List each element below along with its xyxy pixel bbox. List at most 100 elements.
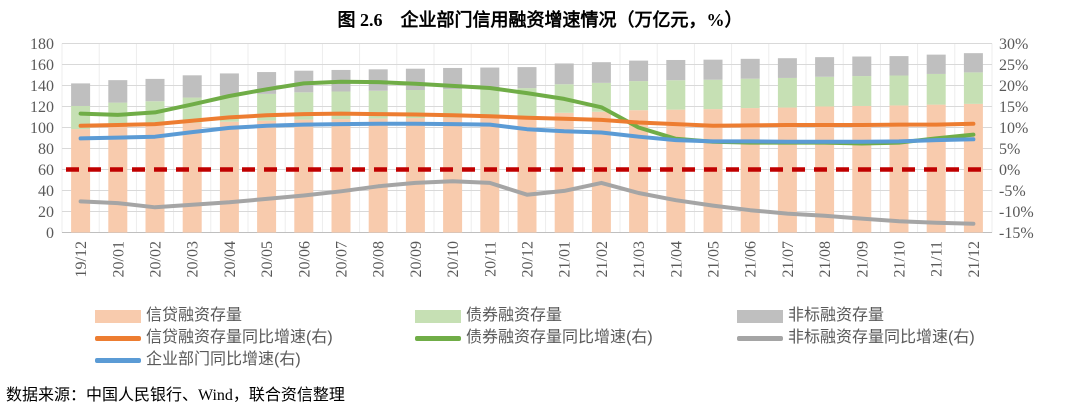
bar-segment bbox=[219, 73, 239, 96]
bar-segment bbox=[777, 58, 797, 78]
legend-label: 企业部门同比增速(右) bbox=[146, 351, 301, 368]
x-axis-tick: 21/01 bbox=[557, 241, 574, 277]
x-axis-tick: 20/12 bbox=[520, 241, 537, 277]
x-axis-tick: 21/05 bbox=[706, 241, 723, 277]
legend-item: 企业部门同比增速(右) bbox=[95, 349, 333, 371]
bars-nonstandard bbox=[71, 53, 983, 106]
x-axis-tick: 21/02 bbox=[594, 241, 611, 277]
x-axis-tick: 20/05 bbox=[259, 241, 276, 277]
bar-segment bbox=[889, 56, 909, 76]
bar-segment bbox=[368, 90, 388, 119]
vertical-gridlines bbox=[61, 43, 993, 233]
line-corporate-growth bbox=[78, 121, 976, 144]
x-axis-tick: 21/06 bbox=[743, 241, 760, 277]
bar-segment bbox=[517, 116, 537, 233]
bar-segment bbox=[852, 76, 872, 106]
bar-segment bbox=[71, 83, 91, 106]
bar-segment bbox=[71, 105, 91, 130]
right-axis-tick: 15% bbox=[999, 99, 1028, 116]
bar-segment bbox=[666, 59, 686, 81]
legend-line-swatch bbox=[95, 357, 141, 363]
bar-segment bbox=[926, 73, 946, 105]
bar-segment bbox=[182, 122, 202, 233]
right-axis-tick: 5% bbox=[999, 141, 1020, 158]
bar-segment bbox=[368, 69, 388, 91]
bar-segment bbox=[889, 105, 909, 233]
right-axis-tick: -15% bbox=[999, 225, 1034, 242]
line-nonstandard-growth bbox=[78, 179, 976, 226]
bar-segment bbox=[777, 107, 797, 233]
x-axis-tick: 21/12 bbox=[966, 241, 983, 277]
x-axis-tick: 21/04 bbox=[668, 241, 685, 277]
left-axis-tick: 160 bbox=[30, 57, 54, 74]
bar-segment bbox=[405, 90, 425, 119]
x-axis-tick: 20/06 bbox=[296, 241, 313, 277]
chart-title: 图 2.6 企业部门信用融资增速情况（万亿元，%） bbox=[337, 10, 743, 30]
x-axis-tick: 19/12 bbox=[73, 241, 90, 277]
left-axis-tick: 100 bbox=[30, 120, 54, 137]
left-axis-tick: 180 bbox=[30, 36, 54, 53]
legend-line-swatch bbox=[95, 335, 141, 341]
legend-label: 信贷融资存量同比增速(右) bbox=[146, 329, 333, 346]
x-axis-tick: 21/03 bbox=[631, 241, 648, 277]
x-axis-tick: 20/08 bbox=[371, 241, 388, 277]
bar-segment bbox=[963, 72, 983, 104]
data-source-note: 数据来源：中国人民银行、Wind，联合资信整理 bbox=[6, 387, 345, 404]
legend-item: 非标融资存量 bbox=[737, 305, 975, 327]
left-axis-tick: 60 bbox=[38, 162, 54, 179]
legend-label: 债券融资存量同比增速(右) bbox=[466, 329, 653, 346]
legend-item: 信贷融资存量 bbox=[95, 305, 333, 327]
bar-segment bbox=[257, 120, 277, 233]
legend-item: 债券融资存量同比增速(右) bbox=[415, 327, 653, 349]
bar-segment bbox=[963, 53, 983, 73]
legend-column: 债券融资存量债券融资存量同比增速(右) bbox=[415, 305, 653, 349]
x-axis-tick: 21/11 bbox=[929, 241, 946, 277]
x-axis-tick: 21/08 bbox=[817, 241, 834, 277]
x-axis-labels: 19/12 20/01 20/02 20/03 20/04 20/05 20/06 20/07… bbox=[73, 241, 983, 277]
bars-credit bbox=[71, 103, 983, 233]
bar-segment bbox=[591, 111, 611, 233]
bar-segment bbox=[480, 67, 500, 89]
x-axis-tick: 20/01 bbox=[110, 241, 127, 277]
x-axis-tick: 20/11 bbox=[482, 241, 499, 277]
bar-segment bbox=[517, 67, 537, 89]
bar-segment bbox=[145, 125, 165, 233]
right-axis-tick: 20% bbox=[999, 78, 1028, 95]
left-axis-tick: 140 bbox=[30, 78, 54, 95]
bar-segment bbox=[294, 119, 314, 233]
bar-segment bbox=[703, 59, 723, 80]
bar-segment bbox=[480, 117, 500, 233]
left-axis-tick: 20 bbox=[38, 204, 54, 221]
legend-column: 信贷融资存量信贷融资存量同比增速(右) 企业部门同比增速(右) bbox=[95, 305, 333, 371]
legend-item: 债券融资存量 bbox=[415, 305, 653, 327]
left-axis-tick: 40 bbox=[38, 183, 54, 200]
bar-segment bbox=[554, 112, 574, 233]
bar-segment bbox=[145, 78, 165, 102]
legend-label: 非标融资存量同比增速(右) bbox=[788, 329, 975, 346]
bar-segment bbox=[740, 58, 760, 79]
legend-line-swatch bbox=[415, 335, 461, 341]
bar-segment bbox=[368, 118, 388, 233]
bar-segment bbox=[591, 62, 611, 83]
bar-segment bbox=[331, 119, 351, 233]
bar-segment bbox=[443, 117, 463, 233]
legend-column: 非标融资存量非标融资存量同比增速(右) bbox=[737, 305, 975, 349]
bar-segment bbox=[182, 75, 202, 98]
legend-bar-swatch bbox=[737, 309, 783, 323]
bar-segment bbox=[443, 89, 463, 118]
bar-segment bbox=[666, 80, 686, 110]
bar-segment bbox=[629, 81, 649, 111]
bar-segment bbox=[71, 129, 91, 233]
x-axis-tick: 21/10 bbox=[892, 241, 909, 277]
left-axis-tick: 80 bbox=[38, 141, 54, 158]
legend-item: 非标融资存量同比增速(右) bbox=[737, 327, 975, 349]
legend-label: 信贷融资存量 bbox=[146, 307, 243, 324]
right-axis-tick: 10% bbox=[999, 120, 1028, 137]
bar-segment bbox=[219, 121, 239, 233]
bar-segment bbox=[815, 76, 835, 107]
bar-segment bbox=[777, 77, 797, 108]
legend-item: 信贷融资存量同比增速(右) bbox=[95, 327, 333, 349]
bar-segment bbox=[629, 60, 649, 82]
bar-segment bbox=[108, 80, 128, 103]
left-axis-labels: 0 20 40 60 80 100 120 140 160 180 bbox=[30, 36, 54, 242]
